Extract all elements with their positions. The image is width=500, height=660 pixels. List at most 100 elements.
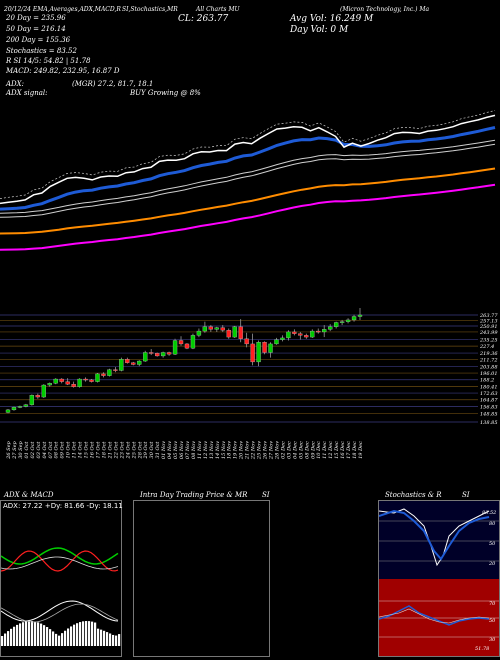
date-label: 11 Dec (322, 441, 328, 459)
intraday-si: SI (262, 491, 270, 499)
macd-histogram-bar (34, 621, 37, 646)
ema50-label: 50 Day = 216.14 (6, 25, 66, 33)
date-label: 17 Dec (346, 441, 352, 459)
adx-signal-value: BUY Growing @ 8% (130, 89, 201, 97)
candle-body (292, 331, 297, 334)
price-level-label: 196.01 (480, 371, 498, 377)
candle-body (345, 319, 351, 322)
adx-signal-label: ADX signal: (6, 89, 48, 97)
candle-body (310, 330, 315, 338)
stoch-level-50: 50 (489, 541, 496, 547)
candle-body (107, 369, 112, 376)
date-label: 03 Oct (36, 441, 42, 459)
macd-histogram-bar (88, 621, 91, 646)
candle-body (95, 373, 100, 382)
candle-body (274, 339, 279, 345)
macd-histogram-bar (40, 623, 43, 646)
macd-histogram-bar (13, 626, 16, 646)
adx-macd-svg (1, 513, 121, 646)
candle-body (268, 343, 273, 353)
date-label: 29 Oct (143, 441, 149, 460)
header-indicators: 20/12/24 EMA,Averages,ADX,MACD,R (4, 6, 121, 13)
candle-body (226, 330, 231, 338)
macd-histogram-bar (112, 634, 115, 646)
adx-macd-panel: ADX: 27.22 +Dy: 81.66 -Dy: 18.11 (0, 500, 123, 657)
candle-body (71, 384, 76, 387)
date-label: 10 Dec (316, 441, 322, 459)
price-level-label: 227.4 (479, 344, 494, 350)
macd-signal-line (1, 603, 119, 623)
price-level-label: 148.85 (480, 411, 498, 417)
macd-histogram-bar (118, 634, 121, 646)
candle-body (47, 383, 52, 386)
date-label: 09 Dec (310, 441, 316, 459)
candle-body (214, 327, 219, 330)
macd-histogram-bar (67, 628, 70, 646)
candle-body (35, 395, 40, 398)
candle-body (333, 322, 339, 327)
stochastics-label: Stochastics = 83.52 (6, 47, 77, 55)
candle-body (280, 337, 285, 340)
price-level-label: 180.41 (480, 384, 498, 390)
date-label: 27 Nov (269, 441, 275, 460)
date-label: 21 Oct (107, 441, 113, 460)
candle-body (149, 352, 154, 354)
ema-lines (0, 110, 496, 251)
macd-histogram-bar (25, 621, 28, 646)
candle-body (316, 330, 321, 333)
candle-body (155, 353, 160, 357)
price-level-label: 219.36 (479, 351, 498, 357)
rsi-level-70: 70 (489, 601, 496, 607)
ema-50-line (0, 126, 496, 211)
day-volume: Day Vol: 0 M (290, 25, 349, 35)
macd-histogram-bar (19, 623, 22, 646)
candle-body (208, 326, 213, 330)
macd-histogram-bar (73, 624, 76, 646)
date-label: 17 Oct (95, 441, 101, 459)
price-level-label: 203.88 (479, 364, 498, 370)
macd-histogram-bar (106, 632, 109, 646)
stoch-value: 83.52 (482, 510, 497, 516)
candle-body (238, 326, 243, 339)
date-label: 15 Nov (221, 441, 227, 459)
macd-histogram-bar (64, 630, 67, 646)
macd-histogram-bar (82, 621, 85, 646)
candle-body (53, 378, 58, 384)
date-label: 04 Oct (42, 441, 48, 459)
ema20-label: 20 Day = 235.96 (6, 14, 66, 22)
stoch-d-line (379, 509, 490, 561)
date-label: 19 Nov (233, 441, 239, 459)
date-label: 03 Dec (286, 441, 292, 459)
candle-body (190, 335, 196, 349)
date-label: 22 Oct (113, 441, 119, 460)
candle-body (59, 378, 64, 382)
date-label: 05 Dec (298, 441, 304, 459)
ema-100b-line (0, 139, 496, 214)
candle-body (11, 407, 17, 411)
date-label: 01 Oct (24, 441, 30, 459)
macd-histogram-bar (37, 622, 40, 646)
date-label: 07 Oct (48, 441, 54, 459)
candle-body (5, 409, 11, 413)
macd-histogram-bar (28, 621, 31, 646)
price-level-label: 250.91 (479, 324, 498, 330)
date-label: 11 Oct (72, 441, 78, 459)
candle-body (322, 329, 327, 333)
macd-histogram-bar (10, 628, 13, 646)
date-label: 24 Oct (125, 441, 131, 460)
date-label: 12 Dec (328, 441, 334, 459)
date-label: 01 Nov (161, 441, 167, 459)
ema-100-line (0, 143, 496, 218)
date-label: 14 Nov (215, 441, 221, 459)
macd-histogram-bar (22, 622, 25, 646)
macd-histogram-bar (79, 622, 82, 646)
candle-body (89, 379, 94, 382)
price-level-label: 235.25 (479, 337, 498, 343)
date-axis: 26 Sep 27 Sep 30 Sep 01 Oct 02 Oct 03 Oct 04 O… (6, 440, 364, 460)
candle-body (143, 352, 148, 362)
date-label: 10 Oct (66, 441, 72, 459)
stoch-k-line (379, 508, 490, 567)
macd-histogram-bar (46, 627, 49, 646)
macd-histogram-bar (58, 635, 61, 646)
macd-histogram-bar (100, 629, 103, 646)
